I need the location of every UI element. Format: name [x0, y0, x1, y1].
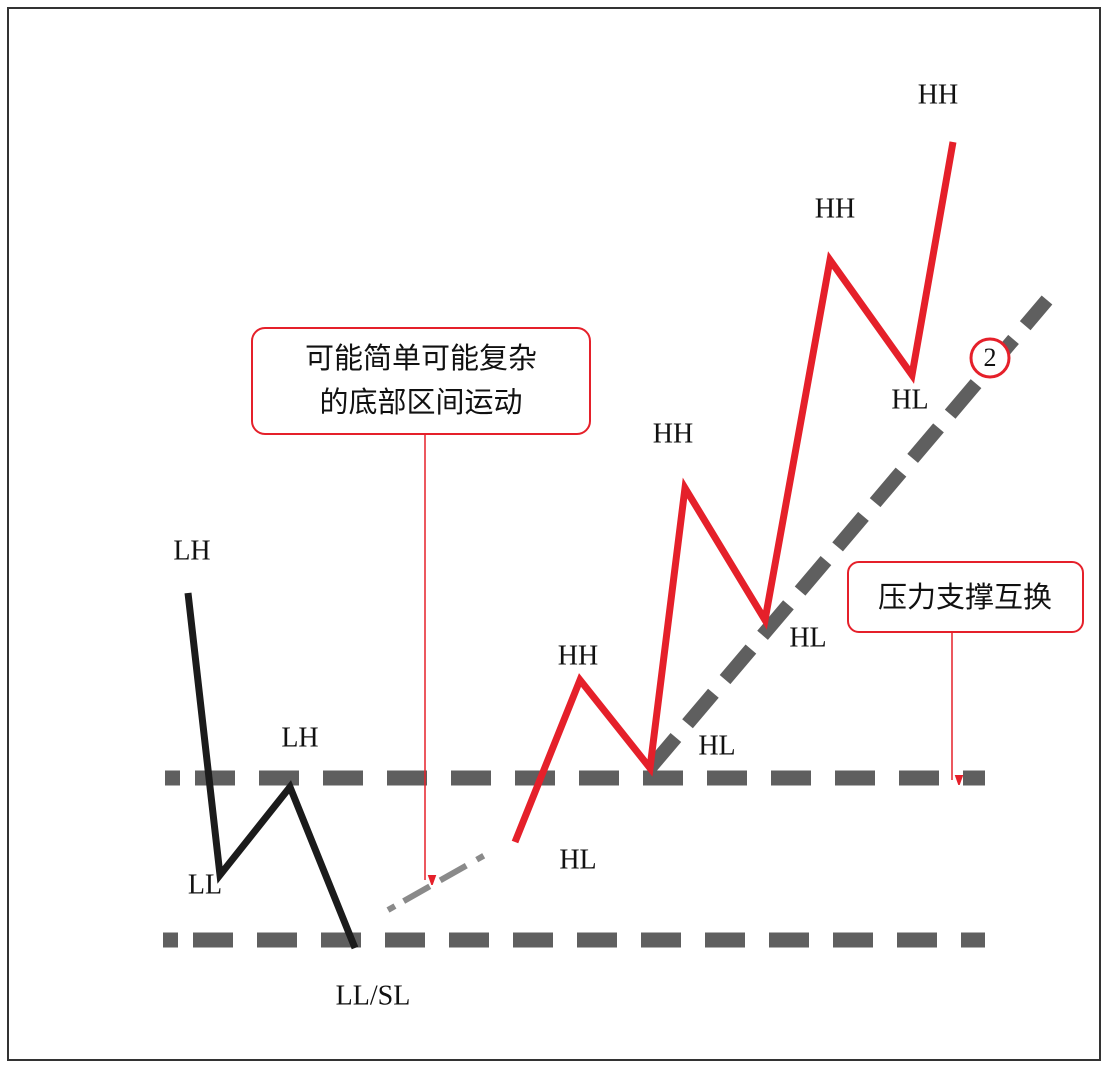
- swing-label: LH: [281, 722, 318, 753]
- swing-label: HL: [559, 844, 596, 875]
- downtrend-path: [184, 592, 359, 950]
- swing-label: LL: [188, 869, 222, 900]
- callout-box: [847, 561, 1084, 633]
- swing-label: HH: [653, 418, 693, 449]
- swing-label: HH: [558, 640, 598, 671]
- swing-label: LH: [173, 535, 210, 566]
- callout-box: [251, 327, 591, 435]
- swing-label: HL: [891, 384, 928, 415]
- callout-text: 压力支撑互换: [878, 580, 1052, 614]
- base-trend-line: [386, 852, 487, 913]
- swing-label: LL/SL: [336, 980, 411, 1011]
- swing-label: HH: [815, 193, 855, 224]
- callout-text: 的底部区间运动: [319, 385, 522, 419]
- callout-text: 可能简单可能复杂: [305, 341, 537, 375]
- marker-circle: [969, 337, 1011, 379]
- swing-label: HH: [918, 79, 958, 110]
- uptrend-path: [511, 141, 957, 844]
- swing-label: HL: [698, 730, 735, 761]
- uptrend-line: [644, 295, 1053, 773]
- swing-label: HL: [789, 622, 826, 653]
- marker-number: 2: [984, 343, 997, 372]
- frame: [7, 7, 1101, 1061]
